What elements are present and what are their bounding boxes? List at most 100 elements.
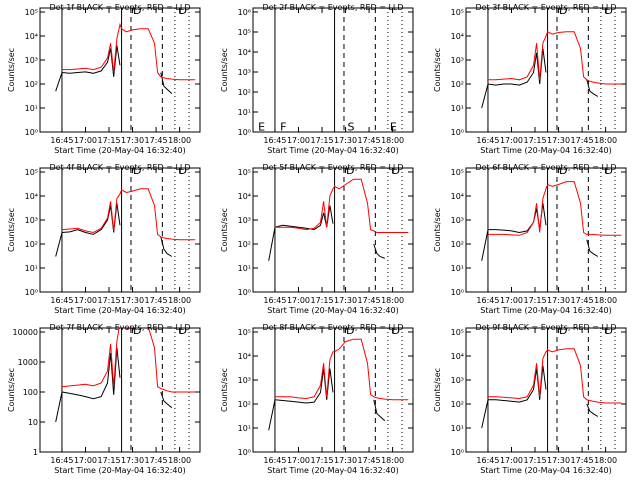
x-tick-label: 16:45 [50, 456, 73, 465]
y-tick-label: 10⁰ [238, 128, 251, 137]
plot-frame [465, 327, 627, 453]
y-tick-label: 10² [238, 240, 251, 249]
y-tick-label: 10³ [25, 56, 38, 65]
annotation: D [391, 164, 399, 177]
x-axis-label: Start Time (20-May-04 16:32:40) [54, 466, 185, 475]
y-tick-label: 1000 [18, 358, 38, 367]
annotation: D [559, 4, 567, 17]
x-tick-label: 18:00 [168, 136, 191, 145]
y-tick-label: 10¹ [451, 104, 464, 113]
y-tick-label: 10⁴ [451, 192, 464, 201]
y-tick-label: 10² [25, 80, 38, 89]
x-tick-label: 17:45 [571, 136, 594, 145]
y-tick-label: 10³ [25, 216, 38, 225]
series-line [275, 178, 409, 233]
plot-frame [252, 327, 414, 453]
y-tick-label: 10⁵ [451, 8, 464, 17]
x-tick-label: 17:45 [358, 296, 381, 305]
y-tick-label: 10³ [238, 376, 251, 385]
annotation: F [280, 120, 286, 133]
x-axis-label: Start Time (20-May-04 16:32:40) [267, 306, 398, 315]
x-tick-label: 17:45 [358, 456, 381, 465]
y-tick-label: 10⁵ [25, 8, 38, 17]
y-tick-label: 10000 [13, 328, 38, 337]
x-tick-label: 18:00 [381, 456, 404, 465]
y-tick-label: 10¹ [238, 424, 251, 433]
x-tick-label: 17:00 [500, 296, 523, 305]
x-axis-label: Start Time (20-May-04 16:32:40) [480, 466, 611, 475]
y-tick-label: 10¹ [238, 264, 251, 273]
y-axis-label: Counts/sec [220, 208, 229, 252]
y-tick-label: 10⁴ [451, 32, 464, 41]
annotation: E [390, 120, 397, 133]
annotation: D [391, 324, 399, 337]
y-tick-label: 10⁵ [238, 28, 251, 37]
y-tick-label: 10² [451, 80, 464, 89]
y-tick-label: 10⁴ [25, 192, 38, 201]
plot-frame [39, 7, 201, 133]
y-tick-label: 10⁴ [451, 352, 464, 361]
y-tick-label: 10 [28, 418, 38, 427]
y-tick-label: 10¹ [238, 108, 251, 117]
plot-frame [252, 7, 414, 133]
y-axis-label: Counts/sec [220, 368, 229, 412]
series-line [62, 22, 196, 81]
plot-frame [39, 327, 201, 453]
x-tick-label: 18:00 [594, 136, 617, 145]
y-tick-label: 10² [25, 240, 38, 249]
series-line [55, 347, 173, 423]
y-tick-label: 10³ [451, 216, 464, 225]
x-tick-label: 17:00 [287, 136, 310, 145]
x-tick-label: 17:00 [500, 136, 523, 145]
x-tick-label: 17:00 [500, 456, 523, 465]
y-tick-label: 10³ [238, 68, 251, 77]
x-axis-label: Start Time (20-May-04 16:32:40) [480, 146, 611, 155]
y-tick-label: 10¹ [25, 264, 38, 273]
annotation: D [133, 324, 141, 337]
x-tick-label: 16:45 [263, 136, 286, 145]
y-tick-label: 10⁵ [25, 168, 38, 177]
x-tick-label: 17:45 [145, 296, 168, 305]
annotation: E [258, 120, 265, 133]
x-tick-label: 17:30 [547, 296, 570, 305]
x-axis-label: Start Time (20-May-04 16:32:40) [480, 306, 611, 315]
plot-frame [39, 167, 201, 293]
series-line [275, 338, 409, 401]
y-tick-label: 10⁴ [238, 192, 251, 201]
y-tick-label: 10⁰ [25, 288, 38, 297]
x-tick-label: 17:00 [74, 296, 97, 305]
x-tick-label: 17:45 [571, 296, 594, 305]
x-tick-label: 17:45 [571, 456, 594, 465]
x-axis-label: Start Time (20-May-04 16:32:40) [267, 466, 398, 475]
annotation: D [604, 164, 612, 177]
y-tick-label: 10⁵ [238, 168, 251, 177]
x-tick-label: 17:45 [358, 136, 381, 145]
x-tick-label: 17:15 [523, 136, 546, 145]
y-tick-label: 10⁴ [238, 48, 251, 57]
annotation: S [348, 120, 355, 133]
x-tick-label: 17:00 [287, 296, 310, 305]
x-tick-label: 17:45 [145, 136, 168, 145]
y-tick-label: 10⁰ [25, 128, 38, 137]
x-axis-label: Start Time (20-May-04 16:32:40) [54, 146, 185, 155]
x-tick-label: 16:45 [263, 296, 286, 305]
x-tick-label: 16:45 [476, 296, 499, 305]
annotation: D [178, 4, 186, 17]
y-tick-label: 10³ [451, 376, 464, 385]
annotation: D [346, 324, 354, 337]
y-tick-label: 10¹ [451, 264, 464, 273]
series-line [268, 205, 385, 261]
x-tick-label: 17:30 [547, 136, 570, 145]
y-axis-label: Counts/sec [433, 368, 442, 412]
x-tick-label: 17:15 [523, 456, 546, 465]
annotation: D [133, 164, 141, 177]
y-axis-label: Counts/sec [7, 208, 16, 252]
annotation: D [604, 4, 612, 17]
y-tick-label: 10⁶ [238, 8, 251, 17]
x-tick-label: 17:30 [121, 296, 144, 305]
